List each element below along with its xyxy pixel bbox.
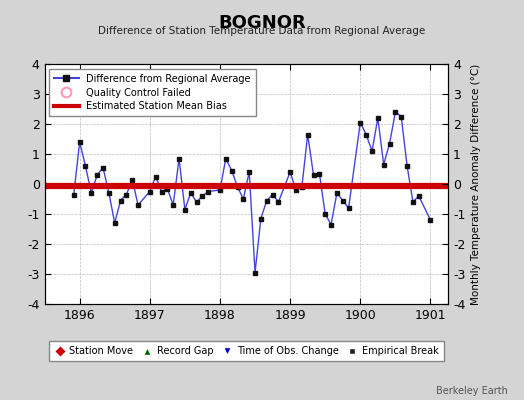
Legend: Station Move, Record Gap, Time of Obs. Change, Empirical Break: Station Move, Record Gap, Time of Obs. C… [49, 342, 443, 361]
Text: Berkeley Earth: Berkeley Earth [436, 386, 508, 396]
Y-axis label: Monthly Temperature Anomaly Difference (°C): Monthly Temperature Anomaly Difference (… [471, 63, 481, 305]
Text: Difference of Station Temperature Data from Regional Average: Difference of Station Temperature Data f… [99, 26, 425, 36]
Text: BOGNOR: BOGNOR [218, 14, 306, 32]
Legend: Difference from Regional Average, Quality Control Failed, Estimated Station Mean: Difference from Regional Average, Qualit… [49, 69, 256, 116]
